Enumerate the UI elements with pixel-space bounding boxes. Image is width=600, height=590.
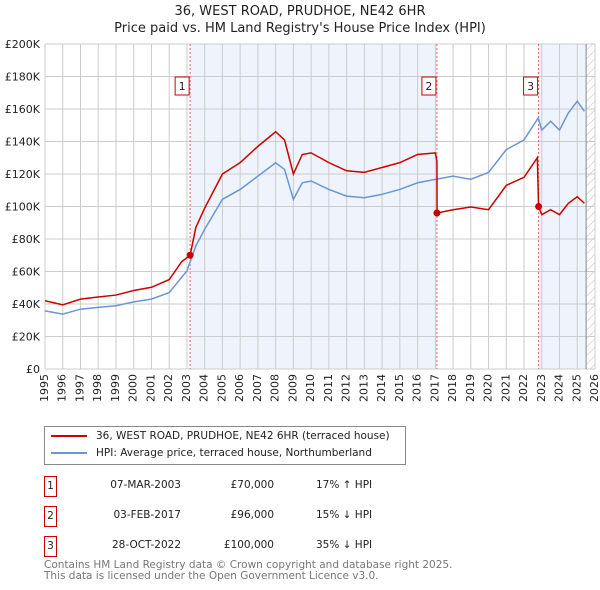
sale-date: 03-FEB-2017 <box>113 509 181 521</box>
sale-date: 28-OCT-2022 <box>112 539 181 551</box>
legend-swatch <box>51 435 87 437</box>
sale-number: 3 <box>44 536 57 557</box>
x-tick-label: 2020 <box>482 374 495 402</box>
x-tick-label: 1998 <box>91 374 104 402</box>
x-tick-label: 2022 <box>517 374 530 402</box>
sale-point <box>433 209 441 217</box>
sale-hpi-diff: 17% ↑ HPI <box>316 479 373 491</box>
sale-number: 2 <box>44 506 57 527</box>
x-tick-label: 2008 <box>269 374 282 402</box>
x-tick-label: 2019 <box>464 374 477 402</box>
sale-hpi-diff: 15% ↓ HPI <box>316 509 373 521</box>
x-tick-label: 1999 <box>109 374 122 402</box>
y-tick-label: £100K <box>5 201 41 214</box>
sale-marker-label: 2 <box>425 80 432 93</box>
footer-line: This data is licensed under the Open Gov… <box>44 570 379 582</box>
x-tick-label: 2004 <box>198 374 211 402</box>
x-tick-label: 2012 <box>340 374 353 402</box>
sale-marker-box <box>523 76 539 96</box>
x-tick-label: 2014 <box>375 374 388 402</box>
x-tick-label: 1996 <box>56 374 69 402</box>
y-tick-label: £40K <box>12 298 41 311</box>
y-tick-label: £0 <box>26 363 40 376</box>
sale-date: 07-MAR-2003 <box>110 479 181 491</box>
x-tick-label: 2001 <box>144 374 157 402</box>
footer: Contains HM Land Registry data © Crown c… <box>44 560 452 582</box>
sale-marker-label: 1 <box>179 80 186 93</box>
y-tick-label: £20K <box>12 331 41 344</box>
x-tick-label: 2010 <box>304 374 317 402</box>
x-tick-label: 2016 <box>411 374 424 402</box>
x-tick-label: 2007 <box>251 374 264 402</box>
sale-hpi-diff: 35% ↓ HPI <box>316 539 373 551</box>
y-tick-label: £60K <box>12 266 41 279</box>
y-tick-label: £180K <box>5 71 41 84</box>
sale-marker-box <box>174 76 190 96</box>
x-tick-label: 2003 <box>180 374 193 402</box>
footer-line: Contains HM Land Registry data © Crown c… <box>44 559 453 571</box>
x-tick-label: 2025 <box>570 374 583 402</box>
x-tick-label: 1997 <box>73 374 86 402</box>
x-tick-label: 2023 <box>535 374 548 402</box>
y-tick-label: £80K <box>12 233 41 246</box>
y-tick-label: £120K <box>5 168 41 181</box>
x-tick-label: 2006 <box>233 374 246 402</box>
x-tick-label: 2015 <box>393 374 406 402</box>
sale-row: 3 28-OCT-2022 £100,000 35% ↓ HPI <box>44 536 544 557</box>
sale-point <box>535 203 543 210</box>
legend-label: 36, WEST ROAD, PRUDHOE, NE42 6HR (terrac… <box>96 430 390 442</box>
sale-row: 1 07-MAR-2003 £70,000 17% ↑ HPI <box>44 476 544 497</box>
price-chart: 1995 1996 1997 1998 1999 2000 2001 2002 2003 2004… <box>5 38 600 402</box>
x-tick-label: 2002 <box>162 374 175 402</box>
sale-number: 1 <box>44 476 57 497</box>
x-tick-label: 2000 <box>127 374 140 402</box>
x-tick-label: 2026 <box>588 374 600 402</box>
x-tick-label: 2009 <box>286 374 299 402</box>
sale-point <box>186 251 194 259</box>
x-tick-label: 2017 <box>428 374 441 402</box>
property-price-line <box>44 130 585 306</box>
sale-row: 2 03-FEB-2017 £96,000 15% ↓ HPI <box>44 506 544 527</box>
chart-title: 36, WEST ROAD, PRUDHOE, NE42 6HR <box>174 4 426 19</box>
hpi-line <box>44 99 585 315</box>
sale-price: £100,000 <box>223 539 274 551</box>
sale-price: £96,000 <box>230 509 274 521</box>
sale-marker-box <box>421 76 437 96</box>
y-tick-label: £200K <box>5 38 41 51</box>
sale-marker-label: 3 <box>527 80 534 93</box>
y-tick-label: £160K <box>5 103 41 116</box>
y-tick-label: £140K <box>5 136 41 149</box>
x-tick-label: 1995 <box>38 374 51 402</box>
legend: 36, WEST ROAD, PRUDHOE, NE42 6HR (terrac… <box>44 426 406 465</box>
sale-price: £70,000 <box>230 479 274 491</box>
chart-subtitle: Price paid vs. HM Land Registry's House … <box>114 21 486 36</box>
legend-item-property: 36, WEST ROAD, PRUDHOE, NE42 6HR (terrac… <box>51 430 390 442</box>
x-tick-label: 2018 <box>446 374 459 402</box>
x-tick-label: 2024 <box>553 374 566 402</box>
x-tick-label: 2013 <box>357 374 370 402</box>
x-tick-label: 2021 <box>499 374 512 402</box>
x-tick-label: 2005 <box>215 374 228 402</box>
legend-item-hpi: HPI: Average price, terraced house, Nort… <box>51 447 372 459</box>
legend-label: HPI: Average price, terraced house, Nort… <box>96 447 372 459</box>
x-tick-label: 2011 <box>322 374 335 402</box>
legend-swatch <box>51 452 87 454</box>
